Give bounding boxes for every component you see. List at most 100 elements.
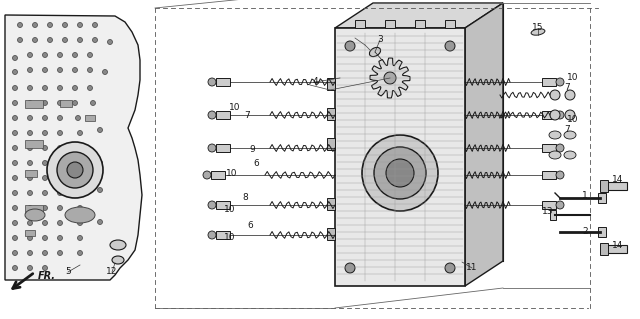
Text: 14: 14 xyxy=(612,175,624,184)
Circle shape xyxy=(47,23,52,27)
Circle shape xyxy=(77,23,83,27)
Circle shape xyxy=(28,220,33,226)
Circle shape xyxy=(42,250,47,256)
Circle shape xyxy=(72,68,77,72)
Circle shape xyxy=(13,100,17,106)
Circle shape xyxy=(58,205,63,211)
Circle shape xyxy=(58,190,63,196)
Circle shape xyxy=(42,53,47,57)
Text: 10: 10 xyxy=(567,73,579,83)
Bar xyxy=(327,78,335,90)
Circle shape xyxy=(345,263,355,273)
Circle shape xyxy=(13,56,17,61)
Circle shape xyxy=(13,265,17,271)
Circle shape xyxy=(93,23,97,27)
Circle shape xyxy=(77,205,83,211)
Bar xyxy=(216,144,230,152)
Circle shape xyxy=(13,85,17,91)
Polygon shape xyxy=(384,72,396,84)
Ellipse shape xyxy=(549,151,561,159)
Circle shape xyxy=(203,171,211,179)
Circle shape xyxy=(42,205,47,211)
Circle shape xyxy=(77,175,83,181)
Circle shape xyxy=(42,265,47,271)
Circle shape xyxy=(208,78,216,86)
Circle shape xyxy=(58,115,63,121)
Circle shape xyxy=(58,175,63,181)
Circle shape xyxy=(28,175,33,181)
Circle shape xyxy=(362,135,438,211)
Circle shape xyxy=(58,235,63,241)
Bar xyxy=(415,20,425,28)
Circle shape xyxy=(28,53,33,57)
Circle shape xyxy=(97,188,102,192)
Circle shape xyxy=(58,250,63,256)
Circle shape xyxy=(13,115,17,121)
Circle shape xyxy=(17,38,22,42)
Circle shape xyxy=(345,41,355,51)
Text: 10: 10 xyxy=(224,234,236,242)
Bar xyxy=(600,180,608,192)
Circle shape xyxy=(67,162,83,178)
Circle shape xyxy=(42,100,47,106)
Circle shape xyxy=(77,145,83,151)
Bar xyxy=(327,228,335,240)
Bar xyxy=(60,170,72,177)
Circle shape xyxy=(374,147,426,199)
Text: 10: 10 xyxy=(567,115,579,124)
Text: 3: 3 xyxy=(377,35,383,44)
Text: 6: 6 xyxy=(247,220,253,229)
Text: FR.: FR. xyxy=(38,271,56,281)
Circle shape xyxy=(550,90,560,100)
Circle shape xyxy=(28,250,33,256)
Bar xyxy=(85,115,95,121)
Circle shape xyxy=(28,205,33,211)
Ellipse shape xyxy=(112,256,124,264)
Text: 5: 5 xyxy=(65,268,71,277)
Circle shape xyxy=(28,115,33,121)
Circle shape xyxy=(208,111,216,119)
Bar xyxy=(216,111,230,119)
Circle shape xyxy=(108,40,113,44)
Circle shape xyxy=(42,85,47,91)
Circle shape xyxy=(28,100,33,106)
Bar xyxy=(327,198,335,210)
Circle shape xyxy=(33,23,38,27)
Bar xyxy=(216,231,230,239)
Circle shape xyxy=(42,175,47,181)
Circle shape xyxy=(13,235,17,241)
Circle shape xyxy=(556,201,564,209)
Bar xyxy=(598,227,606,237)
Circle shape xyxy=(556,78,564,86)
Bar xyxy=(542,111,556,119)
Ellipse shape xyxy=(549,131,561,139)
Circle shape xyxy=(58,220,63,226)
Circle shape xyxy=(556,144,564,152)
Text: 11: 11 xyxy=(467,263,477,272)
Ellipse shape xyxy=(564,151,576,159)
Text: 15: 15 xyxy=(532,24,544,33)
Text: 10: 10 xyxy=(229,103,241,113)
Bar xyxy=(605,182,627,190)
Circle shape xyxy=(13,220,17,226)
Bar xyxy=(25,140,43,148)
Circle shape xyxy=(42,190,47,196)
Circle shape xyxy=(58,145,63,151)
Ellipse shape xyxy=(25,209,45,221)
Circle shape xyxy=(97,160,102,166)
Polygon shape xyxy=(370,58,410,98)
Circle shape xyxy=(28,85,33,91)
Circle shape xyxy=(13,175,17,181)
Circle shape xyxy=(42,115,47,121)
Text: 8: 8 xyxy=(242,194,248,203)
Polygon shape xyxy=(335,3,503,28)
Circle shape xyxy=(13,130,17,136)
Circle shape xyxy=(42,145,47,151)
Circle shape xyxy=(208,201,216,209)
Ellipse shape xyxy=(531,29,545,35)
Circle shape xyxy=(28,190,33,196)
Circle shape xyxy=(88,85,93,91)
Circle shape xyxy=(77,235,83,241)
Bar xyxy=(542,171,556,179)
Circle shape xyxy=(42,130,47,136)
